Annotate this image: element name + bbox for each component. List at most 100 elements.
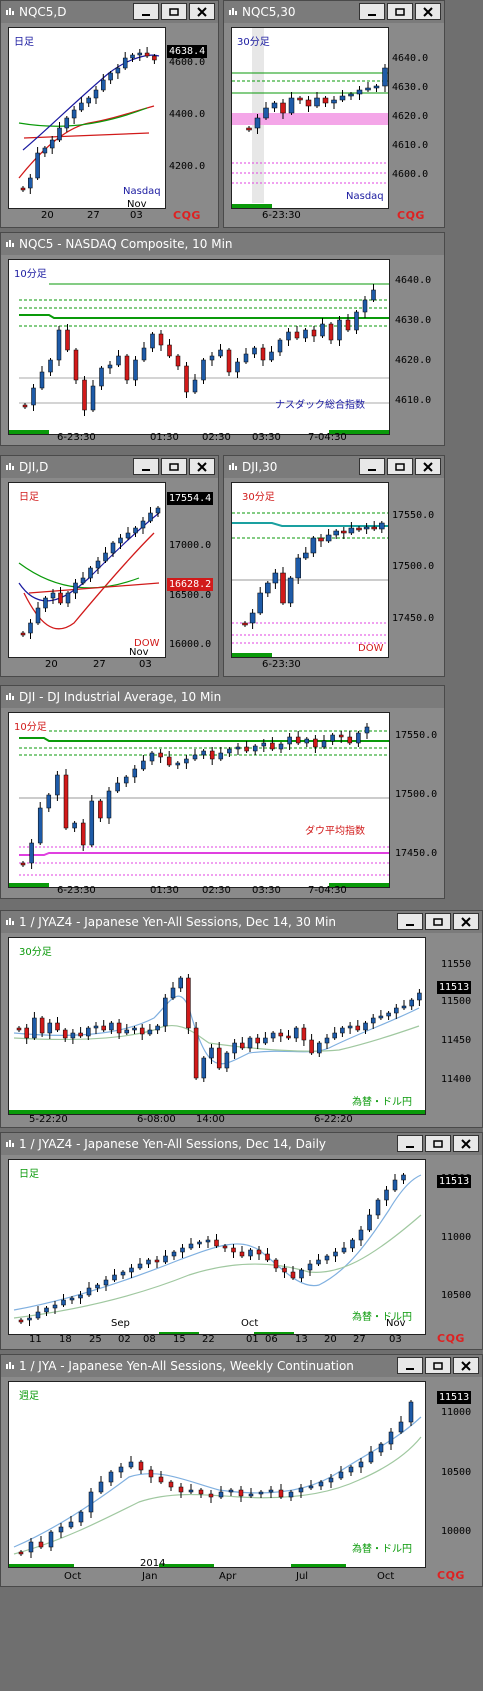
candle-body [354,311,359,331]
window-title: DJI,30 [242,460,278,474]
candle-body [313,738,318,748]
x-tick: Jan [142,1571,158,1582]
window-title: DJI - DJ Industrial Average, 10 Min [19,690,222,704]
price-chart [13,1173,422,1334]
x-tick: 01:30 [150,885,179,896]
price-chart [9,1400,422,1567]
candle-body [356,89,363,95]
close-button[interactable] [415,458,441,475]
close-button[interactable] [415,3,441,20]
restore-button[interactable] [425,1357,451,1374]
candle-body [333,1251,338,1257]
chart-plot-area[interactable]: 30分足 DOW [231,482,389,658]
minimize-button[interactable] [397,1135,423,1152]
restore-button[interactable] [387,458,413,475]
chart-plot-area[interactable]: 10分足 ナスダック総合指数 [8,259,390,435]
candle-body [146,1259,151,1265]
title-bar[interactable]: DJI - DJ Industrial Average, 10 Min [1,686,444,708]
candle-body [331,99,337,104]
candle-body [73,582,78,594]
candle-body [139,1027,145,1035]
candle-body [368,1451,374,1463]
minimize-button[interactable] [359,3,385,20]
candle-body [115,67,121,74]
title-bar[interactable]: 1 / JYAZ4 - Japanese Yen-All Sessions, D… [1,1133,482,1155]
candle-body [228,1489,234,1493]
chart-window-nqc5-30min[interactable]: NQC5,30 30分足 Nasdaq 4640.0 4630.0 4620.0… [223,0,445,228]
cqg-logo: CQG [397,209,425,222]
candle-body [362,299,368,313]
title-bar[interactable]: NQC5,30 [224,1,444,23]
close-button[interactable] [453,913,479,930]
title-bar[interactable]: 1 / JYA - Japanese Yen-All Sessions, Wee… [1,1355,482,1377]
title-bar[interactable]: DJI,30 [224,456,444,478]
window-title: DJI,D [19,460,49,474]
close-button[interactable] [189,458,215,475]
restore-button[interactable] [161,3,187,20]
candle-body [348,527,355,534]
minimize-button[interactable] [397,913,423,930]
minimize-button[interactable] [133,3,159,20]
candle-body [218,1491,224,1498]
close-button[interactable] [453,1357,479,1374]
candle-body [65,592,71,604]
title-bar[interactable]: NQC5,D [1,1,218,23]
chart-window-nqc5-daily[interactable]: NQC5,D 日足 Nasdaq 4600.0 4400.0 4200.0 46… [0,0,219,228]
minimize-button[interactable] [359,458,385,475]
x-tick: 27 [353,1334,366,1345]
candle-body [78,1032,83,1037]
chart-window-jyaz4-30min[interactable]: 1 / JYAZ4 - Japanese Yen-All Sessions, D… [0,910,483,1128]
chart-plot-area[interactable]: 30分足 Nasdaq [231,27,389,209]
title-bar[interactable]: DJI,D [1,456,218,478]
chart-window-dji-daily[interactable]: DJI,D 日足 DOW 17000.0 16500.0 16000.0 175… [0,455,219,677]
candle-body [192,754,198,760]
candle-body [278,1032,284,1037]
candle-body [216,1047,222,1069]
candle-body [350,1239,355,1249]
x-tick: 15 [173,1334,186,1345]
x-tick: 14:00 [196,1114,225,1125]
chart-plot-area[interactable]: 週足 為替・ドル円 [8,1381,426,1568]
chart-window-jya-weekly[interactable]: 1 / JYA - Japanese Yen-All Sessions, Wee… [0,1354,483,1587]
chart-plot-area[interactable]: 10分足 ダウ平均指数 [8,712,390,888]
candle-body [138,1461,144,1471]
minimize-button[interactable] [397,1357,423,1374]
chart-plot-area[interactable]: 30分足 為替・ドル円 [8,937,426,1115]
candle-body [308,1485,314,1489]
restore-button[interactable] [161,458,187,475]
close-button[interactable] [453,1135,479,1152]
restore-button[interactable] [387,3,413,20]
timeframe-label: 週足 [19,1391,39,1402]
chart-plot-area[interactable]: 日足 為替・ドル円 [8,1159,426,1335]
candle-body [287,736,292,745]
candle-body [340,1027,345,1034]
last-price-label: 4638.4 [167,45,208,58]
candle-body [86,97,91,104]
chart-window-dji-30min[interactable]: DJI,30 30分足 DOW 17550.0 17500.0 17450.0 … [223,455,445,677]
candle-body [409,999,414,1007]
x-tick: 18 [59,1334,72,1345]
candle-body [175,355,181,367]
chart-window-dji-10min[interactable]: DJI - DJ Industrial Average, 10 Min 10分足… [0,685,445,899]
restore-button[interactable] [425,913,451,930]
restore-button[interactable] [425,1135,451,1152]
candle-body [78,1511,84,1523]
candle-body [282,1267,287,1273]
title-bar[interactable]: NQC5 - NASDAQ Composite, 10 Min [1,233,444,255]
candle-body [72,822,77,829]
chart-plot-area[interactable]: 日足 Nasdaq [8,27,166,209]
chart-plot-area[interactable]: 日足 DOW [8,482,166,658]
minimize-button[interactable] [133,458,159,475]
chart-window-nqc5-10min[interactable]: NQC5 - NASDAQ Composite, 10 Min 10分足 ナスダ… [0,232,445,446]
close-button[interactable] [189,3,215,20]
x-tick: 25 [89,1334,102,1345]
last-price-label: 11513 [437,1391,472,1404]
chart-window-jyaz4-daily[interactable]: 1 / JYAZ4 - Japanese Yen-All Sessions, D… [0,1132,483,1350]
source-label: DOW [358,643,384,654]
candle-body [214,1239,219,1247]
title-bar[interactable]: 1 / JYAZ4 - Japanese Yen-All Sessions, D… [1,911,482,933]
price-chart [232,512,388,657]
candle-body [154,1259,160,1263]
price-chart [9,283,389,434]
candle-body [201,359,206,381]
